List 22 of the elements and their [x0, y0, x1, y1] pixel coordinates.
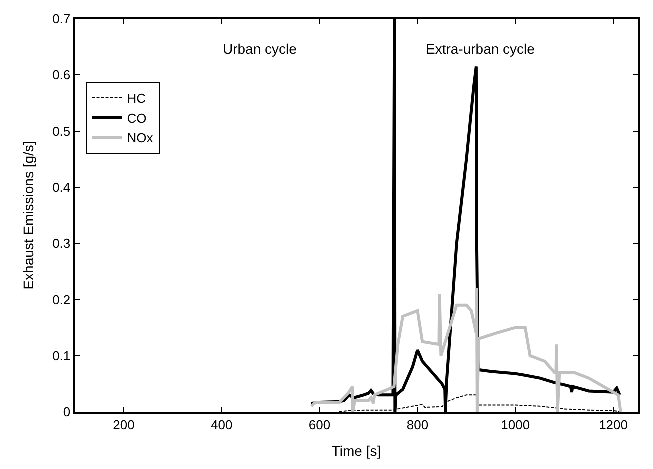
- legend-label: NOx: [127, 130, 154, 146]
- y-tick-label: 0.5: [52, 124, 71, 139]
- annotation: Urban cycle: [223, 41, 298, 57]
- x-tick-label: 600: [308, 417, 331, 432]
- x-tick-label: 1200: [599, 417, 628, 432]
- x-tick-label: 800: [406, 417, 429, 432]
- legend-label: CO: [127, 110, 147, 126]
- line-series: [310, 286, 622, 412]
- y-tick-label: 0.4: [52, 180, 71, 195]
- x-tick-label: 200: [113, 417, 135, 432]
- y-tick-label: 0.7: [52, 12, 71, 27]
- y-tick-label: 0.3: [52, 236, 71, 252]
- y-tick-label: 0: [63, 404, 71, 420]
- x-tick-label: 1000: [501, 417, 530, 432]
- y-axis-title: Exhaust Emissions [g/s]: [20, 141, 37, 290]
- annotation: Extra-urban cycle: [426, 41, 536, 57]
- y-tick-label: 0.1: [52, 348, 71, 364]
- y-tick-label: 0.6: [52, 68, 71, 83]
- y-tick-label: 0.2: [52, 292, 71, 308]
- legend-label: HC: [127, 90, 146, 106]
- x-axis-title: Time [s]: [332, 443, 382, 460]
- x-tick-label: 400: [211, 417, 233, 432]
